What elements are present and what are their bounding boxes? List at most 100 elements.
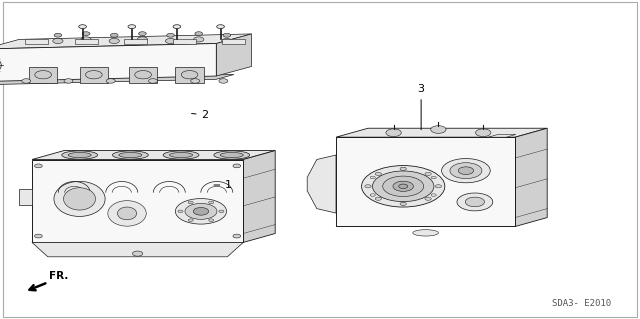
Polygon shape (216, 34, 252, 76)
Circle shape (465, 197, 484, 207)
Circle shape (0, 54, 1, 77)
Ellipse shape (220, 152, 243, 158)
Polygon shape (488, 135, 516, 137)
Polygon shape (173, 40, 196, 44)
Polygon shape (129, 67, 157, 83)
Circle shape (191, 79, 200, 83)
Circle shape (425, 197, 431, 200)
Ellipse shape (68, 152, 92, 158)
Circle shape (365, 185, 371, 188)
Ellipse shape (163, 151, 199, 159)
Circle shape (372, 171, 434, 202)
Polygon shape (26, 40, 49, 44)
Circle shape (35, 164, 42, 168)
Text: 3: 3 (418, 84, 424, 130)
Polygon shape (32, 151, 275, 160)
Polygon shape (175, 67, 204, 83)
Circle shape (400, 167, 406, 170)
Circle shape (132, 251, 143, 256)
Circle shape (401, 203, 406, 205)
Circle shape (83, 32, 90, 35)
Circle shape (165, 38, 176, 44)
Circle shape (223, 33, 231, 37)
Circle shape (399, 184, 408, 189)
Circle shape (188, 201, 193, 204)
Circle shape (138, 37, 148, 42)
Polygon shape (336, 137, 515, 226)
Ellipse shape (108, 201, 147, 226)
Polygon shape (74, 40, 97, 44)
Circle shape (400, 202, 406, 205)
Circle shape (222, 38, 232, 44)
Circle shape (178, 210, 183, 212)
Circle shape (370, 176, 375, 179)
Circle shape (166, 33, 174, 37)
Polygon shape (19, 189, 32, 205)
Polygon shape (243, 151, 275, 242)
Ellipse shape (170, 152, 193, 158)
Circle shape (233, 234, 241, 238)
Circle shape (431, 194, 436, 197)
Circle shape (386, 129, 401, 137)
Circle shape (64, 79, 73, 83)
Polygon shape (0, 34, 252, 49)
Polygon shape (0, 43, 216, 81)
Circle shape (86, 70, 102, 79)
Circle shape (106, 79, 115, 83)
Circle shape (110, 33, 118, 37)
Circle shape (383, 176, 424, 197)
Circle shape (109, 38, 119, 44)
Circle shape (79, 25, 86, 28)
Circle shape (135, 70, 152, 79)
Circle shape (22, 79, 31, 83)
Polygon shape (32, 160, 243, 242)
Circle shape (393, 181, 413, 191)
Circle shape (375, 197, 381, 200)
Circle shape (219, 79, 228, 83)
Circle shape (450, 163, 482, 179)
Polygon shape (223, 40, 246, 44)
Circle shape (209, 219, 214, 221)
Circle shape (370, 194, 375, 197)
Circle shape (173, 25, 180, 28)
Text: FR.: FR. (49, 271, 68, 281)
Circle shape (457, 193, 493, 211)
Polygon shape (336, 128, 547, 137)
Circle shape (181, 70, 198, 79)
Circle shape (233, 164, 241, 168)
Circle shape (188, 219, 193, 221)
Ellipse shape (214, 151, 250, 159)
Circle shape (148, 79, 157, 83)
Ellipse shape (413, 230, 438, 236)
Circle shape (35, 234, 42, 238)
Circle shape (193, 207, 209, 215)
Circle shape (401, 167, 406, 170)
Circle shape (194, 37, 204, 42)
Circle shape (128, 25, 136, 28)
Circle shape (54, 33, 62, 37)
Circle shape (195, 32, 203, 35)
Circle shape (435, 185, 442, 188)
Polygon shape (29, 67, 57, 83)
Ellipse shape (118, 207, 137, 220)
Circle shape (81, 37, 92, 42)
Circle shape (209, 201, 214, 204)
Circle shape (35, 70, 51, 79)
Ellipse shape (63, 188, 95, 210)
Text: 1: 1 (214, 180, 232, 190)
Circle shape (217, 25, 225, 28)
Circle shape (458, 167, 474, 174)
Circle shape (442, 159, 490, 183)
Polygon shape (124, 40, 147, 44)
Circle shape (431, 126, 446, 133)
Circle shape (375, 172, 381, 175)
Polygon shape (515, 128, 547, 226)
Text: 2: 2 (191, 110, 209, 120)
Circle shape (362, 166, 445, 207)
Ellipse shape (54, 181, 105, 217)
Circle shape (425, 172, 431, 175)
Circle shape (175, 198, 227, 224)
Circle shape (476, 129, 491, 137)
Circle shape (219, 210, 224, 212)
Polygon shape (80, 67, 108, 83)
